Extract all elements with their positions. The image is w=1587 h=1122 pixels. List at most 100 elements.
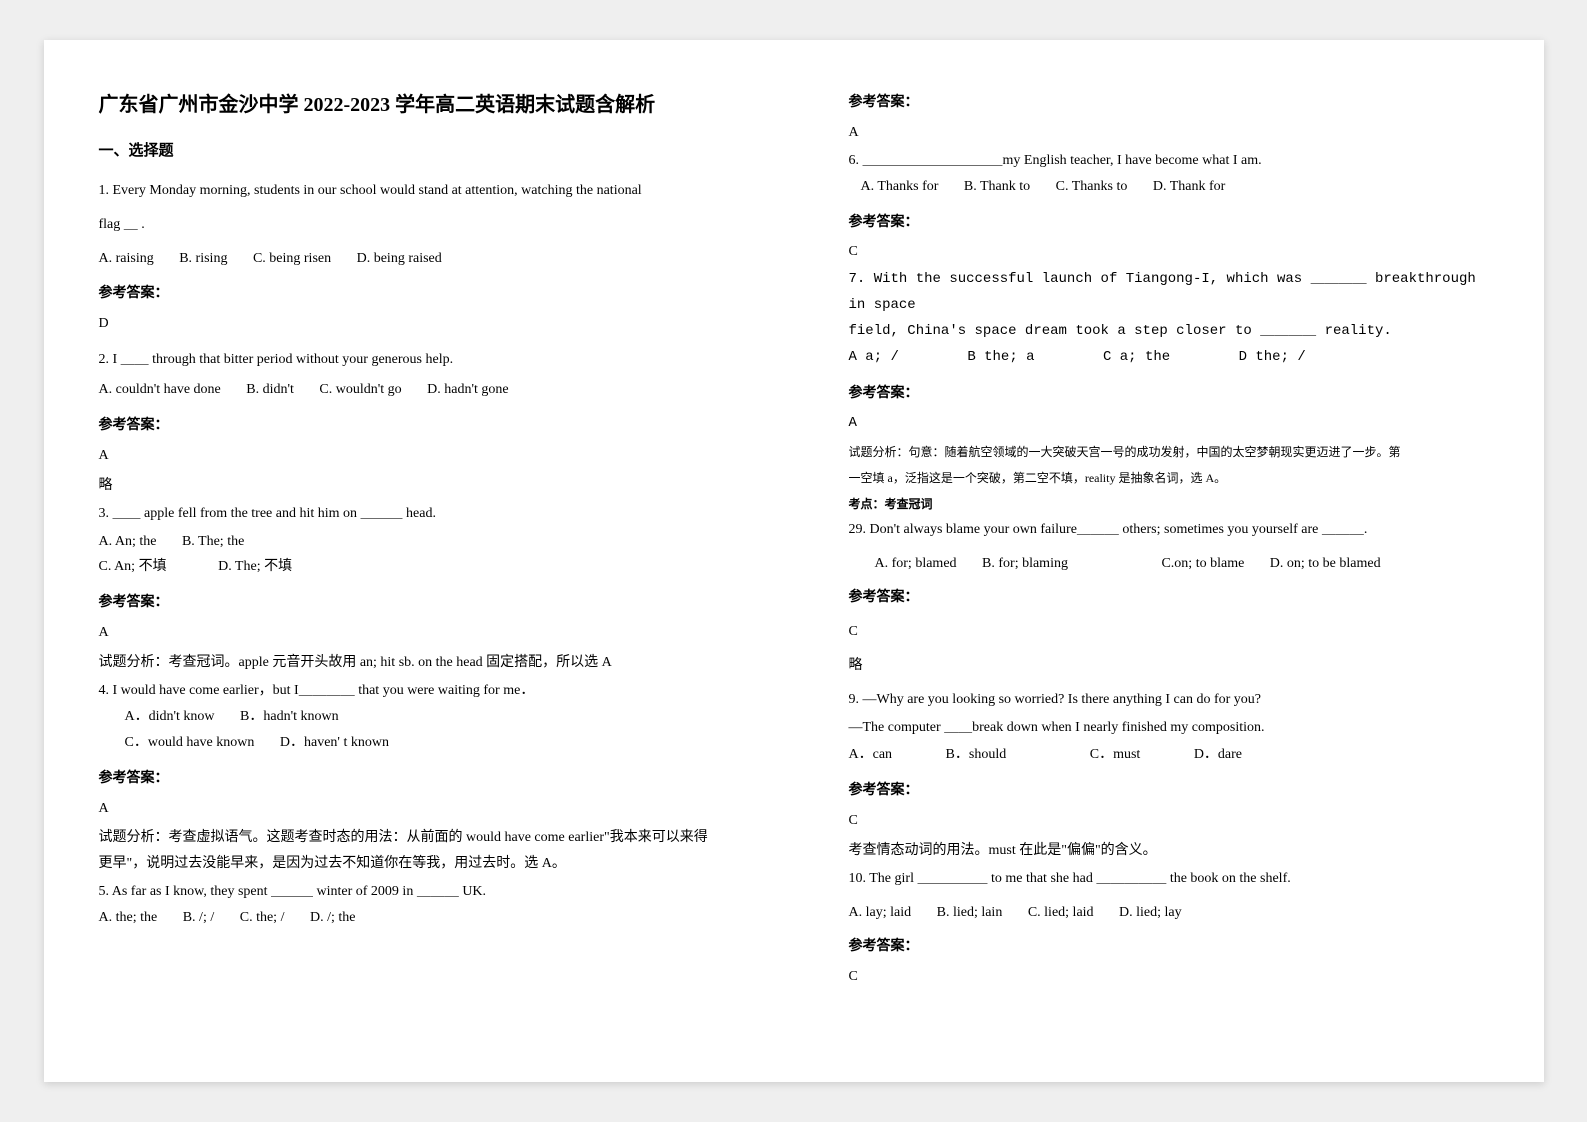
answer-label: 参考答案： [849, 934, 1489, 960]
q9-opt-d: D．dare [1194, 742, 1242, 768]
q7-answer: A [849, 411, 1489, 437]
q10-opt-a: A. lay; laid [849, 900, 912, 926]
q9-text-line1: 9. —Why are you looking so worried? Is t… [849, 687, 1489, 713]
q7-options: A a; / B the; a C a; the D the; / [849, 345, 1489, 371]
q7-opt-b: B the; a [967, 345, 1034, 371]
q3-explanation: 试题分析：考查冠词。apple 元音开头故用 an; hit sb. on th… [99, 650, 739, 676]
q4-text: 4. I would have come earlier，but I＿＿＿＿ t… [99, 678, 739, 704]
answer-label: 参考答案： [849, 381, 1489, 407]
section-heading: 一、选择题 [99, 138, 739, 166]
q6-opt-c: C. Thanks to [1056, 174, 1128, 200]
q1-text-line1: 1. Every Monday morning, students in our… [99, 178, 739, 204]
q29-opt-b: B. for; blaming [982, 551, 1068, 577]
q3-answer: A [99, 620, 739, 646]
q3-opt-d: D. The; 不填 [218, 554, 292, 580]
q7-explanation-line1: 试题分析：句意：随着航空领域的一大突破天宫一号的成功发射，中国的太空梦朝现实更迈… [849, 441, 1489, 463]
q5-opt-d: D. /; the [310, 905, 356, 931]
q2-opt-d: D. hadn't gone [427, 377, 508, 403]
q10-answer: C [849, 964, 1489, 990]
q4-opt-d: D．haven' t known [280, 730, 389, 756]
q7-explanation-line2: 一空填 a，泛指这是一个突破，第二空不填，reality 是抽象名词，选 A。 [849, 467, 1489, 489]
q2-text: 2. I ＿＿ through that bitter period witho… [99, 347, 739, 373]
exam-page: 广东省广州市金沙中学 2022-2023 学年高二英语期末试题含解析 一、选择题… [44, 40, 1544, 1082]
q5-text: 5. As far as I know, they spent ＿＿＿ wint… [99, 879, 739, 905]
q7-opt-d: D the; / [1239, 345, 1306, 371]
q4-opt-a: A．didn't know [125, 704, 215, 730]
answer-label: 参考答案： [99, 766, 739, 792]
q10-text: 10. The girl ＿＿＿＿＿ to me that she had ＿＿… [849, 866, 1489, 892]
q4-options-row2: C．would have known D．haven' t known [99, 730, 739, 756]
answer-label: 参考答案： [849, 210, 1489, 236]
q1-opt-a: A. raising [99, 246, 154, 272]
q6-text: 6. ＿＿＿＿＿＿＿＿＿＿my English teacher, I have … [849, 148, 1489, 174]
q7-opt-c: C a; the [1103, 345, 1170, 371]
q3-opt-b: B. The; the [182, 529, 244, 555]
q9-opt-b: B．should [946, 742, 1007, 768]
q29-opt-a: A. for; blamed [875, 551, 957, 577]
question-4: 4. I would have come earlier，but I＿＿＿＿ t… [99, 678, 739, 756]
q6-opt-b: B. Thank to [964, 174, 1030, 200]
q10-opt-b: B. lied; lain [937, 900, 1003, 926]
q5-opt-a: A. the; the [99, 905, 158, 931]
q7-explanation-line3: 考点：考查冠词 [849, 493, 1489, 515]
q2-note: 略 [99, 473, 739, 499]
q5-options: A. the; the B. /; / C. the; / D. /; the [99, 905, 739, 931]
page-title: 广东省广州市金沙中学 2022-2023 学年高二英语期末试题含解析 [99, 90, 739, 120]
q3-text: 3. ＿＿ apple fell from the tree and hit h… [99, 501, 739, 527]
q4-explanation-line1: 试题分析：考查虚拟语气。这题考查时态的用法：从前面的 would have co… [99, 825, 739, 851]
q29-note: 略 [849, 653, 1489, 679]
question-1: 1. Every Monday morning, students in our… [99, 178, 739, 272]
q4-opt-b: B．hadn't known [240, 704, 339, 730]
q4-explanation-line2: 更早"，说明过去没能早来，是因为过去不知道你在等我，用过去时。选 A。 [99, 851, 739, 877]
q2-options: A. couldn't have done B. didn't C. would… [99, 377, 739, 403]
question-29: 29. Don't always blame your own failure＿… [849, 517, 1489, 577]
q1-opt-c: C. being risen [253, 246, 331, 272]
q29-text: 29. Don't always blame your own failure＿… [849, 517, 1489, 543]
q29-opt-c: C.on; to blame [1161, 551, 1244, 577]
question-6: 6. ＿＿＿＿＿＿＿＿＿＿my English teacher, I have … [849, 148, 1489, 200]
answer-label: 参考答案： [99, 281, 739, 307]
answer-label: 参考答案： [849, 778, 1489, 804]
q3-opt-c: C. An; 不填 [99, 554, 167, 580]
q9-answer: C [849, 808, 1489, 834]
q5-opt-c: C. the; / [240, 905, 285, 931]
q1-answer: D [99, 311, 739, 337]
question-3: 3. ＿＿ apple fell from the tree and hit h… [99, 501, 739, 581]
q10-options: A. lay; laid B. lied; lain C. lied; laid… [849, 900, 1489, 926]
question-7: 7. With the successful launch of Tiangon… [849, 267, 1489, 371]
question-10: 10. The girl ＿＿＿＿＿ to me that she had ＿＿… [849, 866, 1489, 926]
left-column: 广东省广州市金沙中学 2022-2023 学年高二英语期末试题含解析 一、选择题… [44, 40, 794, 1082]
q2-answer: A [99, 443, 739, 469]
q9-options: A．can B．should C．must D．dare [849, 742, 1489, 768]
q3-options-row2: C. An; 不填 D. The; 不填 [99, 554, 739, 580]
q2-opt-c: C. wouldn't go [319, 377, 401, 403]
q6-answer: C [849, 239, 1489, 265]
answer-label: 参考答案： [99, 590, 739, 616]
q1-opt-d: D. being raised [357, 246, 442, 272]
q6-options: A. Thanks for B. Thank to C. Thanks to D… [849, 174, 1489, 200]
q9-explanation: 考查情态动词的用法。must 在此是"偏偏"的含义。 [849, 838, 1489, 864]
q3-opt-a: A. An; the [99, 529, 157, 555]
q1-text-line2: flag ＿ . [99, 212, 739, 238]
q4-answer: A [99, 796, 739, 822]
q4-opt-c: C．would have known [125, 730, 255, 756]
q9-opt-c: C．must [1090, 742, 1141, 768]
q29-options: A. for; blamed B. for; blaming C.on; to … [849, 551, 1489, 577]
q3-options-row1: A. An; the B. The; the [99, 529, 739, 555]
q9-opt-a: A．can [849, 742, 893, 768]
answer-label: 参考答案： [849, 585, 1489, 611]
q4-options-row1: A．didn't know B．hadn't known [99, 704, 739, 730]
q10-opt-d: D. lied; lay [1119, 900, 1182, 926]
q1-options: A. raising B. rising C. being risen D. b… [99, 246, 739, 272]
q5-opt-b: B. /; / [183, 905, 215, 931]
question-2: 2. I ＿＿ through that bitter period witho… [99, 347, 739, 403]
q6-opt-d: D. Thank for [1153, 174, 1225, 200]
q1-opt-b: B. rising [179, 246, 227, 272]
q7-opt-a: A a; / [849, 345, 899, 371]
answer-label: 参考答案： [99, 413, 739, 439]
q2-opt-a: A. couldn't have done [99, 377, 221, 403]
q2-opt-b: B. didn't [246, 377, 294, 403]
q29-opt-d: D. on; to be blamed [1270, 551, 1381, 577]
q5-answer: A [849, 120, 1489, 146]
q7-text-line2: field, China's space dream took a step c… [849, 319, 1489, 345]
